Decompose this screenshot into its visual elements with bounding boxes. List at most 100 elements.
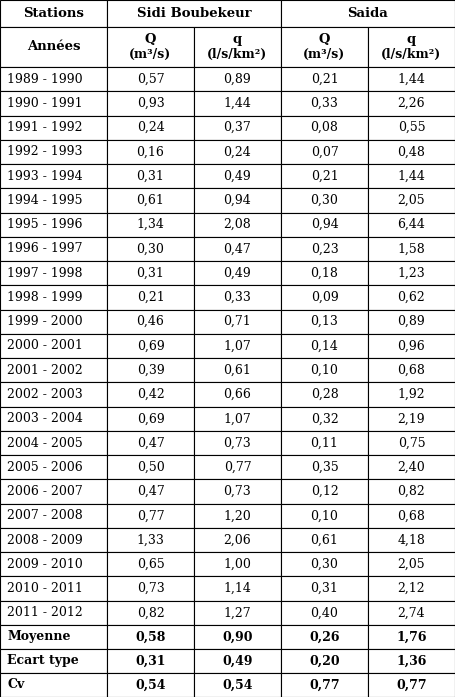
Bar: [194, 334, 281, 358]
Bar: [281, 383, 368, 406]
Bar: [194, 383, 281, 406]
Text: Stations: Stations: [23, 7, 84, 20]
Text: 2004 - 2005: 2004 - 2005: [7, 436, 83, 450]
Text: 0,61: 0,61: [311, 534, 339, 546]
Text: 1,07: 1,07: [223, 339, 251, 353]
Bar: [281, 237, 368, 261]
Bar: [368, 673, 455, 697]
Bar: [368, 552, 455, 576]
Text: 0,12: 0,12: [311, 485, 339, 498]
Text: 0,10: 0,10: [311, 364, 339, 377]
Bar: [281, 309, 368, 334]
Text: 2,05: 2,05: [398, 558, 425, 571]
Bar: [194, 309, 281, 334]
Text: 0,89: 0,89: [398, 315, 425, 328]
Bar: [281, 358, 368, 383]
Bar: [0, 552, 107, 576]
Bar: [107, 334, 194, 358]
Bar: [0, 504, 107, 528]
Text: 0,69: 0,69: [136, 413, 164, 425]
Text: 2,12: 2,12: [398, 582, 425, 595]
Bar: [107, 188, 194, 213]
Text: 0,11: 0,11: [311, 436, 339, 450]
Bar: [194, 358, 281, 383]
Text: 0,33: 0,33: [223, 291, 252, 304]
Text: 2,19: 2,19: [398, 413, 425, 425]
Text: 0,61: 0,61: [136, 194, 164, 207]
Text: 0,61: 0,61: [223, 364, 252, 377]
Text: 0,10: 0,10: [311, 510, 339, 522]
Text: Q: Q: [145, 33, 156, 46]
Bar: [0, 67, 107, 91]
Bar: [368, 261, 455, 285]
Text: 1991 - 1992: 1991 - 1992: [7, 121, 83, 134]
Bar: [194, 406, 281, 431]
Text: 0,82: 0,82: [398, 485, 425, 498]
Bar: [194, 455, 281, 480]
Bar: [281, 480, 368, 504]
Bar: [0, 237, 107, 261]
Bar: [107, 576, 194, 601]
Text: 0,21: 0,21: [311, 72, 339, 86]
Bar: [0, 480, 107, 504]
Bar: [107, 552, 194, 576]
Text: 1,76: 1,76: [396, 631, 427, 643]
Bar: [0, 0, 107, 27]
Bar: [0, 625, 107, 649]
Text: 0,58: 0,58: [135, 631, 166, 643]
Bar: [0, 334, 107, 358]
Text: 1,20: 1,20: [223, 510, 251, 522]
Bar: [368, 164, 455, 188]
Text: 1,07: 1,07: [223, 413, 251, 425]
Bar: [0, 576, 107, 601]
Bar: [0, 673, 107, 697]
Text: 0,54: 0,54: [222, 678, 253, 691]
Text: 0,94: 0,94: [223, 194, 251, 207]
Text: 6,44: 6,44: [398, 218, 425, 231]
Text: 0,30: 0,30: [136, 243, 164, 256]
Text: 2009 - 2010: 2009 - 2010: [7, 558, 83, 571]
Bar: [368, 601, 455, 625]
Text: 1,92: 1,92: [398, 388, 425, 401]
Bar: [194, 504, 281, 528]
Text: 0,14: 0,14: [311, 339, 339, 353]
Text: 0,50: 0,50: [136, 461, 164, 474]
Text: 1993 - 1994: 1993 - 1994: [7, 169, 83, 183]
Text: 0,35: 0,35: [311, 461, 339, 474]
Bar: [281, 285, 368, 309]
Text: 1,00: 1,00: [223, 558, 252, 571]
Bar: [194, 576, 281, 601]
Text: 2003 - 2004: 2003 - 2004: [7, 413, 83, 425]
Bar: [281, 164, 368, 188]
Text: 0,33: 0,33: [311, 97, 339, 110]
Bar: [368, 91, 455, 116]
Bar: [281, 261, 368, 285]
Text: Q: Q: [319, 33, 330, 46]
Text: 0,66: 0,66: [223, 388, 252, 401]
Bar: [281, 91, 368, 116]
Bar: [107, 27, 194, 67]
Text: 1997 - 1998: 1997 - 1998: [7, 267, 83, 279]
Text: 1,23: 1,23: [398, 267, 425, 279]
Bar: [107, 383, 194, 406]
Bar: [194, 91, 281, 116]
Bar: [0, 383, 107, 406]
Bar: [107, 164, 194, 188]
Bar: [107, 358, 194, 383]
Bar: [281, 528, 368, 552]
Text: Années: Années: [27, 40, 80, 54]
Text: 0,68: 0,68: [398, 510, 425, 522]
Bar: [281, 188, 368, 213]
Text: 0,90: 0,90: [222, 631, 253, 643]
Bar: [281, 552, 368, 576]
Text: Saida: Saida: [348, 7, 389, 20]
Text: 2008 - 2009: 2008 - 2009: [7, 534, 83, 546]
Text: 0,77: 0,77: [136, 510, 164, 522]
Text: 0,24: 0,24: [136, 121, 164, 134]
Bar: [0, 309, 107, 334]
Text: 0,71: 0,71: [223, 315, 251, 328]
Bar: [281, 504, 368, 528]
Bar: [107, 431, 194, 455]
Text: 0,39: 0,39: [136, 364, 164, 377]
Text: 1,44: 1,44: [223, 97, 252, 110]
